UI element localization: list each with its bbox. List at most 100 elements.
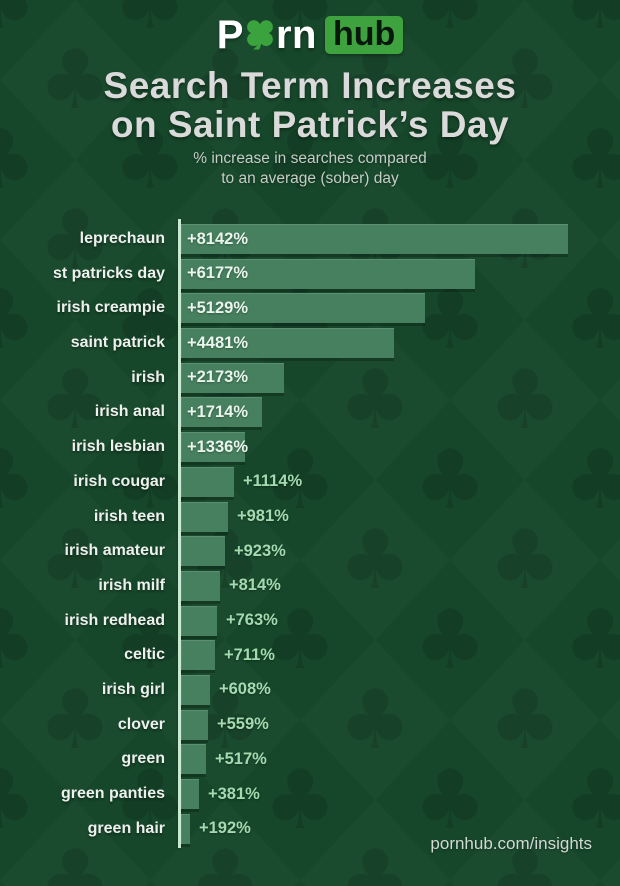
category-label: irish girl	[101, 680, 165, 698]
bar	[181, 709, 208, 740]
bar	[181, 640, 215, 671]
bar-track: +517%	[181, 744, 620, 775]
bar: +1714%	[181, 397, 262, 428]
title-line-2: on Saint Patrick’s Day	[110, 104, 510, 145]
category-label: irish redhead	[64, 611, 165, 629]
bar	[181, 570, 220, 601]
chart-row: irish redhead +763%	[0, 605, 620, 636]
bar-track: +923%	[181, 536, 620, 567]
chart-row: irish lesbian +1336%	[0, 432, 620, 463]
category-label: green panties	[60, 785, 165, 802]
bar	[181, 605, 217, 636]
logo-word-end: rn	[275, 13, 317, 57]
value-label-outside: +923%	[234, 541, 286, 560]
footer-url: pornhub.com/insights	[430, 834, 592, 853]
y-axis-line	[178, 219, 181, 848]
page-subtitle: % increase in searches compared to an av…	[0, 149, 620, 189]
title-line-1: Search Term Increases	[103, 65, 517, 106]
category-label: irish	[131, 368, 165, 386]
value-label-outside: +763%	[226, 611, 278, 630]
bar-track: +559%	[181, 709, 620, 740]
value-label-inside: +8142%	[187, 229, 249, 248]
bar	[181, 779, 199, 809]
page-title: Search Term Increases on Saint Patrick’s…	[0, 66, 620, 144]
category-label: green	[121, 750, 165, 768]
bar	[181, 744, 206, 775]
bar	[181, 674, 210, 705]
chart-row: irish teen +981%	[0, 501, 620, 532]
bar	[181, 466, 234, 497]
chart-row: green hair +192%	[0, 813, 620, 844]
category-label: st patricks day	[52, 264, 165, 282]
value-label-outside: +192%	[199, 819, 251, 838]
bar-track: +1336%	[181, 432, 620, 463]
chart-row: leprechaun +8142%	[0, 224, 620, 254]
chart-row: irish cougar +1114%	[0, 466, 620, 497]
category-label: irish amateur	[64, 542, 165, 560]
chart-row: irish anal +1714%	[0, 397, 620, 428]
value-label-outside: +517%	[215, 749, 267, 768]
bar-track: +814%	[181, 570, 620, 601]
value-label-inside: +1714%	[187, 402, 249, 421]
chart-rows: leprechaun +8142% st patricks day +6177%…	[0, 224, 620, 844]
value-label-inside: +2173%	[187, 368, 249, 387]
bar	[181, 813, 190, 844]
category-label: irish lesbian	[71, 438, 165, 456]
logo-hub-box: hub	[324, 16, 404, 54]
subtitle-line-2: to an average (sober) day	[221, 170, 399, 187]
bar: +2173%	[181, 362, 284, 393]
value-label-outside: +981%	[237, 507, 289, 525]
value-label-outside: +814%	[229, 576, 281, 595]
bar-track: +608%	[181, 674, 620, 705]
category-label: clover	[117, 715, 165, 733]
category-label: leprechaun	[79, 230, 165, 247]
value-label-outside: +559%	[217, 715, 269, 734]
category-label: irish anal	[94, 403, 165, 421]
chart-row: saint patrick +4481%	[0, 328, 620, 359]
category-label: irish teen	[93, 507, 165, 525]
value-label-inside: +1336%	[187, 437, 249, 456]
bar-track: +711%	[181, 640, 620, 671]
category-label: irish creampie	[56, 299, 166, 317]
chart-row: irish amateur +923%	[0, 536, 620, 567]
category-label: green hair	[87, 819, 165, 837]
bar-track: +6177%	[181, 258, 620, 289]
bar-track: +981%	[181, 501, 620, 532]
value-label-outside: +608%	[219, 680, 271, 699]
bar: +8142%	[181, 224, 568, 254]
value-label-inside: +4481%	[187, 333, 249, 352]
value-label-outside: +711%	[224, 645, 275, 664]
chart-row: st patricks day +6177%	[0, 258, 620, 289]
chart-row: irish +2173%	[0, 362, 620, 393]
chart-row: celtic +711%	[0, 640, 620, 671]
chart-row: green +517%	[0, 744, 620, 775]
bar: +1336%	[181, 432, 249, 463]
bar: +4481%	[181, 328, 394, 359]
chart-row: clover +559%	[0, 709, 620, 740]
category-label: irish milf	[98, 576, 165, 594]
bar	[181, 501, 228, 532]
chart-row: irish girl +608%	[0, 674, 620, 705]
bar-track: +1114%	[181, 466, 620, 497]
category-label: irish cougar	[73, 472, 165, 490]
clover-icon	[245, 18, 275, 55]
bar: +6177%	[181, 258, 475, 289]
bar-track: +1714%	[181, 397, 620, 428]
chart-row: irish creampie +5129%	[0, 293, 620, 324]
bar-track: +5129%	[181, 293, 620, 324]
bar: +5129%	[181, 293, 425, 324]
bar-chart: leprechaun +8142% st patricks day +6177%…	[0, 219, 620, 848]
value-label-outside: +381%	[208, 784, 260, 803]
chart-row: green panties +381%	[0, 779, 620, 809]
bar-track: +4481%	[181, 328, 620, 359]
subtitle-line-1: % increase in searches compared	[193, 150, 427, 167]
value-label-inside: +6177%	[187, 264, 249, 283]
bar-track: +8142%	[181, 224, 620, 254]
bar-track: +192%	[181, 813, 620, 844]
chart-row: irish milf +814%	[0, 570, 620, 601]
category-label: saint patrick	[70, 334, 165, 352]
bar	[181, 536, 225, 567]
bar-track: +763%	[181, 605, 620, 636]
bar-track: +381%	[181, 779, 620, 809]
